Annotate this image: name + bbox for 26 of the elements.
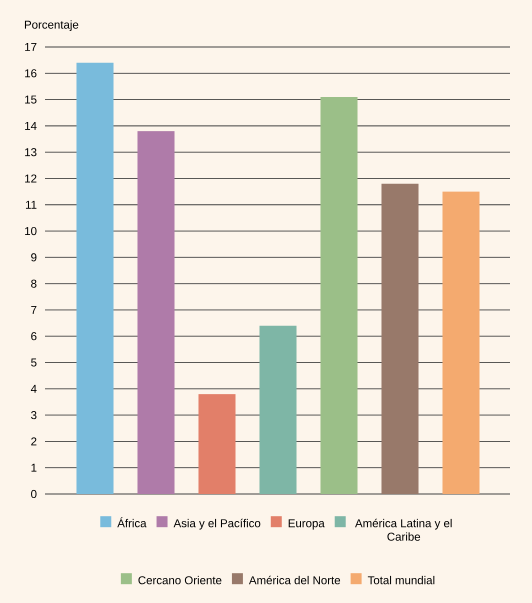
legend-label: Europa bbox=[288, 519, 325, 530]
legend-label: Cercano Oriente bbox=[138, 576, 222, 584]
y-tick-label: 2 bbox=[31, 437, 36, 446]
legend-label: Total mundial bbox=[368, 576, 434, 584]
y-tick-label: 15 bbox=[25, 96, 36, 104]
y-tick-label: 11 bbox=[26, 200, 36, 209]
y-tick-label: 0 bbox=[31, 490, 37, 498]
y-tick-label: 10 bbox=[25, 226, 37, 236]
y-tick-label: 14 bbox=[25, 122, 37, 130]
y-tick-label: 1 bbox=[31, 464, 36, 472]
y-tick-label: 8 bbox=[31, 280, 36, 288]
y-tick-label: 5 bbox=[31, 358, 36, 367]
y-tick-label: 9 bbox=[31, 253, 36, 262]
y-tick-label: 3 bbox=[31, 411, 36, 420]
legend-label: África bbox=[117, 517, 147, 528]
legend-label: América del Norte bbox=[248, 576, 340, 584]
y-tick-label: 17 bbox=[25, 43, 36, 51]
y-tick-label: 6 bbox=[31, 332, 36, 340]
legend-label: Asia y el Pacífico bbox=[174, 518, 260, 530]
y-tick-label: 7 bbox=[31, 306, 36, 314]
legend-label: América Latina y el Caribe bbox=[355, 518, 452, 541]
y-tick-label: 4 bbox=[30, 384, 37, 393]
y-tick-label: 16 bbox=[25, 69, 36, 78]
y-tick-label: 13 bbox=[25, 148, 36, 156]
y-tick-label: 12 bbox=[25, 174, 36, 182]
y-axis-title: Porcentaje bbox=[24, 20, 78, 31]
